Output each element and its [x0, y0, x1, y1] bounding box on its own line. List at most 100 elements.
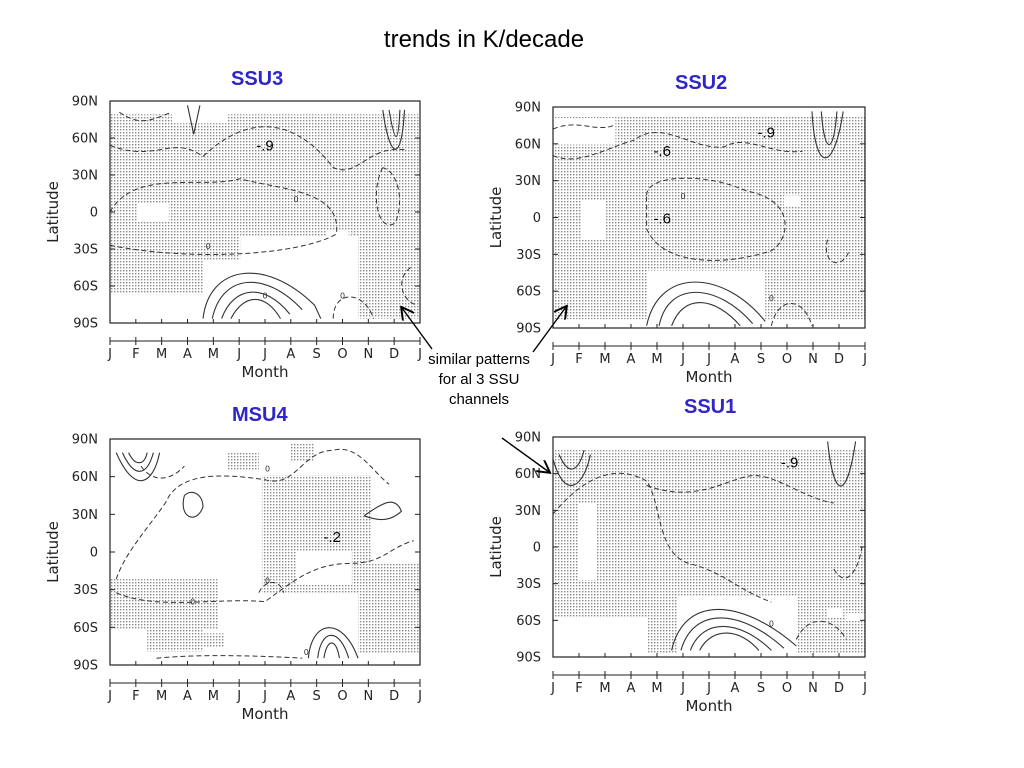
- x-tick-label: A: [731, 681, 740, 696]
- y-tick-label: 30N: [515, 174, 541, 189]
- contour-line-negative: [646, 475, 834, 504]
- y-tick-label: 60S: [516, 285, 541, 300]
- x-tick-label: J: [680, 352, 685, 367]
- y-tick-label: 30N: [72, 169, 98, 184]
- contour-line-negative: [770, 302, 813, 326]
- contour-line-positive: [230, 298, 281, 319]
- unshaded-region: [553, 617, 647, 657]
- contour-line-positive: [317, 634, 350, 659]
- note-line: for al 3 SSU: [438, 371, 520, 388]
- contour-line-positive: [121, 452, 154, 472]
- x-tick-label: J: [706, 681, 711, 696]
- x-tick-label: A: [183, 347, 192, 362]
- contour-line-negative: [375, 167, 401, 226]
- unshaded-region: [553, 118, 616, 145]
- y-axis-label: Latitude: [44, 181, 62, 243]
- x-axis-label: Month: [685, 697, 732, 715]
- x-tick-label: J: [236, 347, 241, 362]
- contour-line-negative: [110, 126, 405, 171]
- note-line: channels: [448, 391, 510, 408]
- stippled-region: [227, 452, 259, 471]
- x-tick-label: M: [651, 352, 662, 367]
- x-tick-label: D: [389, 347, 399, 362]
- y-tick-label: 60S: [73, 621, 98, 636]
- x-tick-label: S: [313, 347, 321, 362]
- x-axis-label: Month: [241, 705, 288, 723]
- contour-line-positive: [182, 491, 204, 518]
- contour-line-negative: [140, 465, 185, 479]
- arrows: [402, 307, 566, 472]
- x-tick-label: J: [262, 689, 267, 704]
- contour-zero-label: 0: [206, 242, 211, 251]
- stippled-region: [289, 443, 315, 462]
- x-tick-label: N: [363, 689, 373, 704]
- contour-line-positive: [658, 291, 754, 326]
- stippled-region: [110, 579, 219, 629]
- x-tick-label: M: [156, 689, 167, 704]
- x-tick-label: S: [757, 681, 765, 696]
- x-tick-label: S: [313, 689, 321, 704]
- x-tick-label: D: [389, 689, 399, 704]
- y-tick-label: 60N: [515, 137, 541, 152]
- x-tick-label: F: [132, 689, 139, 704]
- x-tick-label: J: [417, 689, 422, 704]
- contour-line-positive: [115, 452, 161, 482]
- x-tick-label: M: [599, 681, 610, 696]
- contour-line-negative: [156, 655, 303, 659]
- x-tick-label: J: [550, 352, 555, 367]
- note-line: similar patterns: [428, 351, 530, 368]
- contour-line-positive: [827, 441, 857, 487]
- x-axis-label: Month: [685, 368, 732, 386]
- y-axis-label: Latitude: [487, 187, 505, 249]
- x-tick-label: F: [132, 347, 139, 362]
- y-tick-label: 30S: [73, 583, 98, 598]
- arrow-to-ssu2: [532, 307, 566, 353]
- y-tick-label: 0: [533, 541, 541, 556]
- contour-zero-label: 0: [769, 619, 774, 628]
- unshaded-region: [677, 595, 797, 653]
- y-tick-label: 60S: [516, 614, 541, 629]
- contour-line-positive: [211, 281, 303, 319]
- unshaded-region: [581, 199, 607, 240]
- unshaded-region: [172, 105, 228, 124]
- x-tick-label: A: [286, 689, 295, 704]
- y-tick-label: 0: [533, 211, 541, 226]
- y-tick-label: 0: [90, 206, 98, 221]
- y-tick-label: 30N: [72, 508, 98, 523]
- y-tick-label: 60N: [72, 132, 98, 147]
- x-tick-label: J: [417, 347, 422, 362]
- trend-value-label: -.9: [757, 125, 775, 142]
- unshaded-region: [327, 229, 349, 244]
- y-tick-label: 90N: [515, 431, 541, 446]
- unshaded-region: [314, 615, 352, 661]
- contour-line-negative: [553, 472, 772, 603]
- x-tick-label: O: [337, 347, 347, 362]
- contour-line-positive: [646, 281, 766, 326]
- contour-zero-label: 0: [265, 576, 270, 585]
- y-tick-label: 90N: [515, 101, 541, 116]
- y-axis-label: Latitude: [487, 516, 505, 578]
- contour-zero-label: 0: [680, 192, 685, 201]
- contour-line-positive: [671, 608, 797, 651]
- trend-value-label: -.9: [781, 455, 799, 472]
- panel-title-ssu1: SSU1: [684, 396, 737, 418]
- x-tick-label: S: [757, 352, 765, 367]
- trend-value-label: -.2: [323, 529, 341, 546]
- x-tick-label: F: [575, 352, 582, 367]
- y-tick-label: 60N: [515, 467, 541, 482]
- unshaded-region: [577, 503, 597, 580]
- contour-line-positive: [553, 454, 591, 486]
- x-tick-label: M: [651, 681, 662, 696]
- x-tick-label: A: [627, 681, 636, 696]
- x-tick-label: O: [782, 681, 792, 696]
- x-tick-label: J: [262, 347, 267, 362]
- contour-line-positive: [699, 632, 760, 651]
- x-tick-label: O: [337, 689, 347, 704]
- unshaded-region: [827, 608, 844, 618]
- stippled-region: [147, 624, 203, 652]
